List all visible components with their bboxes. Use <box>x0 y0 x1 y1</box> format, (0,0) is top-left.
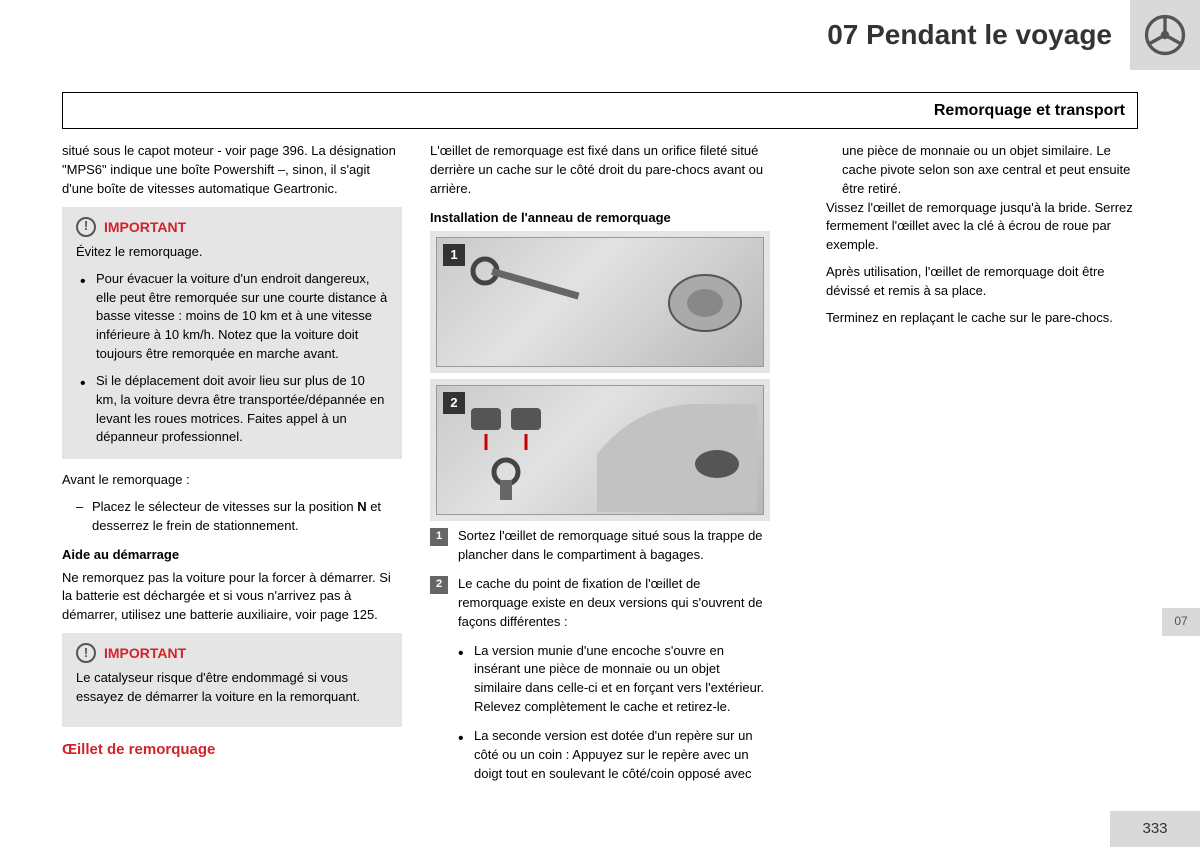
after-p3: Terminez en replaçant le cache sur le pa… <box>798 309 1138 328</box>
important-box-2: ! IMPORTANT Le catalyseur risque d'être … <box>62 633 402 727</box>
step-badge: 1 <box>430 528 448 546</box>
warning-icon: ! <box>76 217 96 237</box>
important1-bullet: Si le déplacement doit avoir lieu sur pl… <box>80 372 388 447</box>
avant-item: Placez le sélecteur de vitesses sur la p… <box>76 498 402 536</box>
warning-icon: ! <box>76 643 96 663</box>
important2-text: Le catalyseur risque d'être endommagé si… <box>76 669 388 707</box>
avant-label: Avant le remorquage : <box>62 471 402 490</box>
step-1: 1 Sortez l'œillet de remorquage situé so… <box>430 527 770 565</box>
important-box-1: ! IMPORTANT Évitez le remorquage. Pour é… <box>62 207 402 460</box>
step-2: 2 Le cache du point de fixation de l'œil… <box>430 575 770 632</box>
step-badge: 2 <box>430 576 448 594</box>
page-number: 333 <box>1110 811 1200 847</box>
figure-number: 1 <box>443 244 465 266</box>
content-columns: situé sous le capot moteur - voir page 3… <box>62 142 1138 797</box>
side-tab: 07 <box>1162 608 1200 636</box>
numbered-steps: 1 Sortez l'œillet de remorquage situé so… <box>430 527 770 631</box>
page-header: 07 Pendant le voyage <box>827 0 1200 70</box>
subtitle-bar: Remorquage et transport <box>62 92 1138 129</box>
figure-2: 2 <box>430 379 770 521</box>
after-p1: Vissez l'œillet de remorquage jusqu'à la… <box>798 199 1138 256</box>
aide-heading: Aide au démarrage <box>62 546 402 565</box>
after-p2: Après utilisation, l'œillet de remorquag… <box>798 263 1138 301</box>
install-heading: Installation de l'anneau de remorquage <box>430 209 770 228</box>
oeillet-heading: Œillet de remorquage <box>62 739 402 761</box>
figure-1: 1 <box>430 231 770 373</box>
subtitle-text: Remorquage et transport <box>934 102 1125 119</box>
aide-paragraph: Ne remorquez pas la voiture pour la forc… <box>62 569 402 626</box>
important-label: IMPORTANT <box>104 643 186 663</box>
steering-wheel-icon <box>1130 0 1200 70</box>
important1-bullet: Pour évacuer la voiture d'un endroit dan… <box>80 270 388 364</box>
important1-lead: Évitez le remorquage. <box>76 243 388 262</box>
oeillet-paragraph: L'œillet de remorquage est fixé dans un … <box>430 142 770 199</box>
chapter-title: 07 Pendant le voyage <box>827 15 1130 56</box>
intro-paragraph: situé sous le capot moteur - voir page 3… <box>62 142 402 199</box>
sub-bullet: La version munie d'une encoche s'ouvre e… <box>458 642 770 717</box>
important-label: IMPORTANT <box>104 217 186 237</box>
